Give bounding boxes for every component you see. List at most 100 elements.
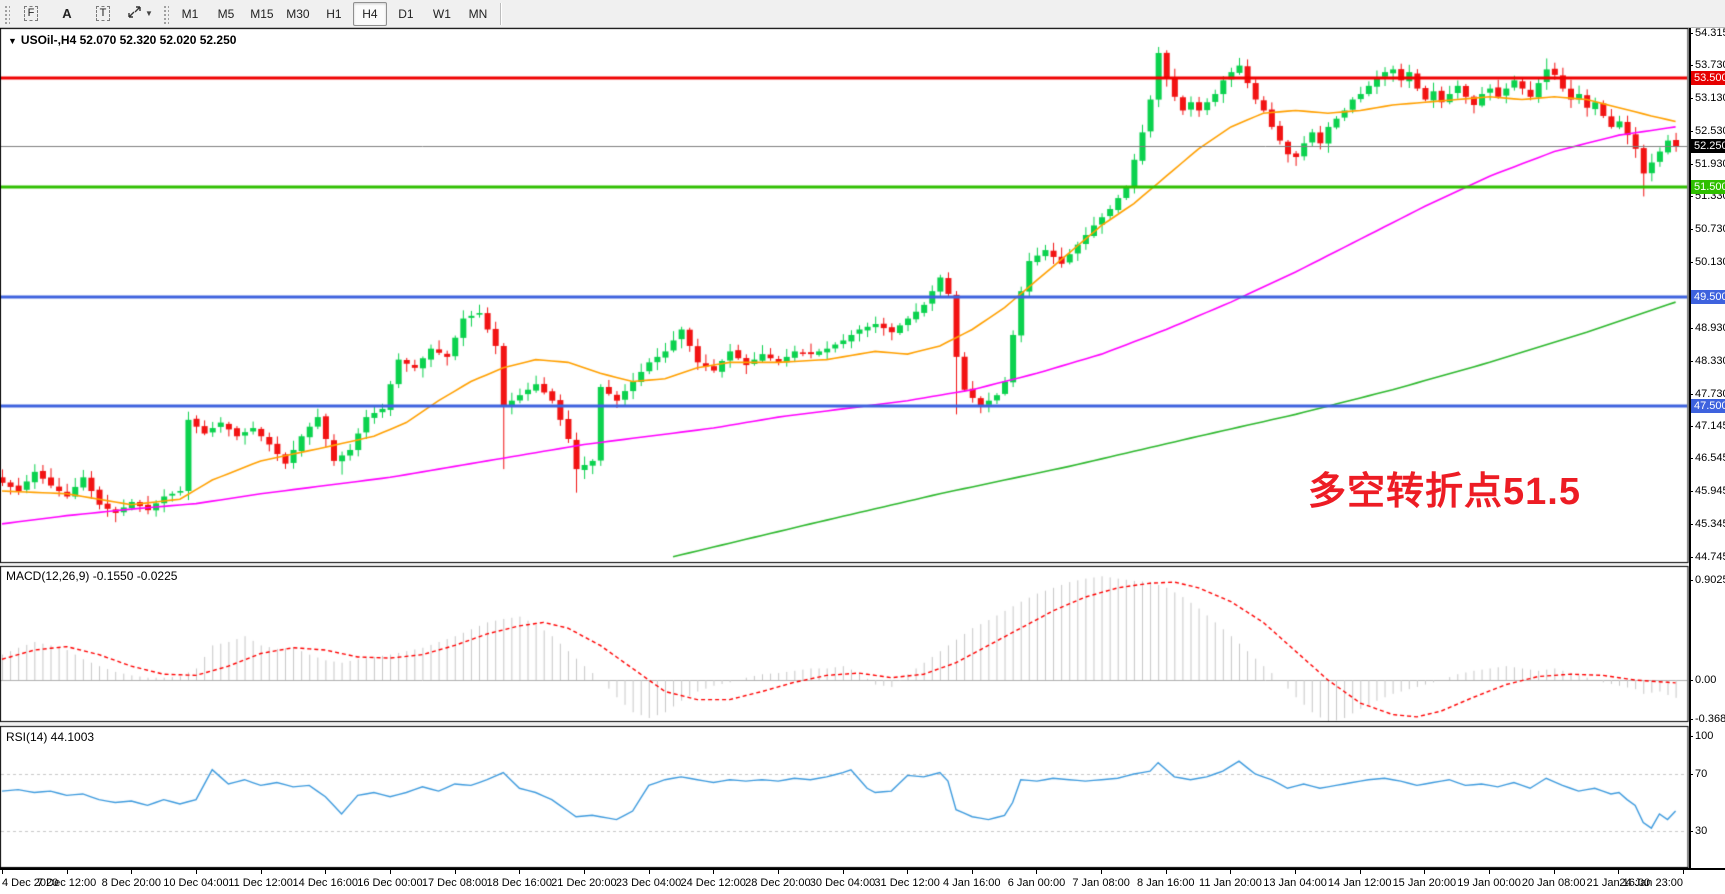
- chart-annotation-text: 多空转折点51.5: [1308, 471, 1581, 513]
- time-tick: [1489, 870, 1491, 874]
- symbol-ohlc-text: USOil-,H4 52.070 52.320 52.020 52.250: [20, 33, 237, 47]
- price-tick-label: 46.545: [1689, 452, 1725, 464]
- time-tick: [971, 870, 973, 874]
- timeframe-group: M1 M5 M15 M30 H1 H4 D1 W1 MN: [172, 1, 496, 26]
- time-tick: [583, 870, 585, 874]
- time-label: 19 Jan 00:00: [1457, 877, 1521, 889]
- time-tick: [325, 870, 327, 874]
- macd-scale-zero: 0.00: [1688, 674, 1717, 686]
- time-tick: [1683, 870, 1684, 874]
- time-tick: [777, 870, 779, 874]
- rsi-level-label: 30: [1688, 825, 1708, 837]
- timeframe-button-H4[interactable]: H4: [352, 1, 387, 26]
- time-label: 6 Jan 00:00: [1007, 877, 1066, 889]
- timeframe-button-W1[interactable]: W1: [432, 6, 451, 21]
- time-label: 15 Jan 20:00: [1392, 877, 1457, 889]
- time-label: 7 Jan 08:00: [1072, 877, 1130, 889]
- cursor-mode-button[interactable]: ▼: [122, 2, 158, 26]
- time-tick: [195, 870, 197, 874]
- time-label: 24 Jan 23:00: [1619, 877, 1683, 889]
- price-tick-label: 45.945: [1689, 485, 1725, 497]
- time-tick: [389, 870, 391, 874]
- time-label: 8 Dec 20:00: [101, 877, 161, 889]
- time-label: 18 Dec 16:00: [486, 877, 552, 889]
- time-tick: [1553, 870, 1555, 874]
- time-tick: [66, 870, 68, 874]
- chart-template-button[interactable]: F: [14, 2, 48, 26]
- price-tick-label: 51.930: [1689, 158, 1725, 170]
- text-label-button[interactable]: T: [86, 2, 120, 26]
- timeframe-button-MN[interactable]: MN: [468, 6, 488, 21]
- price-tick-label: 48.330: [1689, 355, 1725, 367]
- price-tick-label: 50.730: [1689, 223, 1725, 235]
- time-label: 16 Dec 00:00: [357, 877, 423, 889]
- symbol-title: ▼ USOil-,H4 52.070 52.320 52.020 52.250: [8, 33, 236, 47]
- font-button[interactable]: A: [50, 2, 84, 26]
- price-badge-52.250: 52.250: [1691, 139, 1725, 154]
- time-tick: [2, 870, 3, 874]
- time-label: 4 Dec 2020: [2, 877, 59, 889]
- time-tick: [519, 870, 521, 874]
- chevron-down-icon: ▼: [145, 9, 153, 18]
- collapse-triangle-icon[interactable]: ▼: [8, 36, 17, 46]
- time-tick: [1359, 870, 1361, 874]
- time-label: 8 Jan 16:00: [1137, 877, 1195, 889]
- time-label: 13 Jan 04:00: [1263, 877, 1327, 889]
- time-tick: [260, 870, 262, 874]
- time-label: 24 Dec 12:00: [680, 877, 746, 889]
- price-tick-label: 47.145: [1689, 420, 1725, 432]
- template-icon: F: [23, 6, 39, 21]
- timeframe-button-H1[interactable]: H1: [326, 6, 342, 21]
- price-axis[interactable]: 54.31553.73053.13052.53051.93051.33050.7…: [1688, 27, 1725, 868]
- time-tick: [454, 870, 456, 874]
- toolbar: F A T ▼ M1 M5 M15 M30 H1 H4 D1 W1 MN: [0, 0, 1725, 28]
- price-chart-canvas[interactable]: [0, 28, 1689, 868]
- toolbar-separator: [499, 2, 502, 25]
- time-tick: [1165, 870, 1167, 874]
- price-tick-label: 44.745: [1689, 551, 1725, 563]
- time-label: 31 Dec 12:00: [874, 877, 940, 889]
- timeframe-button-M30[interactable]: M30: [286, 6, 310, 21]
- time-label: 14 Jan 12:00: [1327, 877, 1392, 889]
- time-tick: [1295, 870, 1297, 874]
- time-tick: [842, 870, 844, 874]
- time-tick: [1618, 870, 1620, 874]
- time-tick: [1036, 870, 1038, 874]
- price-badge-47.500: 47.500: [1691, 399, 1725, 414]
- time-label: 11 Jan 20:00: [1199, 877, 1262, 889]
- timeframe-button-M1[interactable]: M1: [181, 6, 199, 21]
- time-label: 14 Dec 16:00: [292, 877, 358, 889]
- price-tick-label: 45.345: [1689, 518, 1725, 530]
- time-label: 11 Dec 12:00: [228, 877, 293, 889]
- timeframe-button-D1[interactable]: D1: [398, 6, 414, 21]
- price-tick-label: 53.130: [1689, 92, 1725, 104]
- price-tick-label: 48.930: [1689, 322, 1725, 334]
- price-tick-label: 53.730: [1689, 59, 1725, 71]
- time-tick: [1101, 870, 1103, 874]
- time-label: 7 Dec 12:00: [36, 877, 97, 889]
- text-label-icon: T: [95, 6, 111, 21]
- time-label: 4 Jan 16:00: [943, 877, 1001, 889]
- time-label: 21 Dec 20:00: [551, 877, 617, 889]
- timeframe-button-M5[interactable]: M5: [217, 6, 235, 21]
- price-tick-label: 50.130: [1689, 256, 1725, 268]
- time-tick: [648, 870, 650, 874]
- rsi-indicator-label: RSI(14) 44.1003: [6, 730, 95, 744]
- rsi-level-label: 70: [1688, 768, 1708, 780]
- price-badge-49.500: 49.500: [1691, 289, 1725, 304]
- time-axis[interactable]: 4 Dec 2020 7 Dec 12:00 8 Dec 20:00 10 Dec 0…: [0, 868, 1725, 894]
- price-tick-label: 52.530: [1689, 125, 1725, 137]
- time-label: 30 Dec 04:00: [809, 877, 876, 889]
- timeframe-toolbar-grip[interactable]: [161, 3, 169, 24]
- time-tick: [1230, 870, 1232, 874]
- price-badge-51.500: 51.500: [1691, 180, 1725, 195]
- time-tick: [1424, 870, 1426, 874]
- diagonal-arrows-icon: [127, 5, 142, 22]
- price-badge-53.500: 53.500: [1691, 70, 1725, 85]
- time-label: 23 Dec 04:00: [615, 877, 682, 889]
- timeframe-button-M15[interactable]: M15: [250, 6, 274, 21]
- macd-indicator-label: MACD(12,26,9) -0.1550 -0.0225: [6, 569, 178, 583]
- time-label: 28 Dec 20:00: [745, 877, 811, 889]
- time-tick: [131, 870, 133, 874]
- toolbar-grip[interactable]: [3, 3, 10, 24]
